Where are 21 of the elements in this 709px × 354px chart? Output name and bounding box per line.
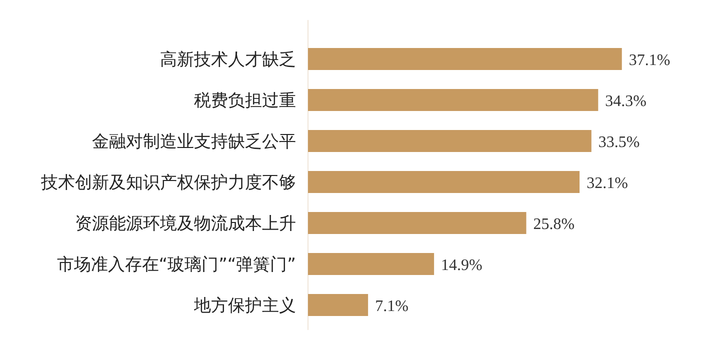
bar xyxy=(308,171,580,193)
bar xyxy=(308,48,622,70)
data-label: 37.1% xyxy=(628,52,670,69)
y-tick-label: 市场准入存在“玻璃门”“弹簧门” xyxy=(56,255,296,275)
y-tick-label: 高新技术人才缺乏 xyxy=(160,50,296,70)
bar xyxy=(308,212,526,234)
y-tick-label: 金融对制造业支持缺乏公平 xyxy=(92,132,296,152)
data-label: 25.8% xyxy=(533,216,575,233)
bar xyxy=(308,253,434,275)
y-tick-label: 技术创新及知识产权保护力度不够 xyxy=(40,173,296,193)
data-label: 34.3% xyxy=(605,93,647,110)
y-tick-label: 税费负担过重 xyxy=(194,91,296,111)
data-label: 7.1% xyxy=(375,298,408,315)
data-label: 33.5% xyxy=(598,134,640,151)
y-tick-label: 资源能源环境及物流成本上升 xyxy=(75,214,296,234)
bar xyxy=(308,294,368,316)
y-tick-label: 地方保护主义 xyxy=(193,296,296,316)
data-label: 32.1% xyxy=(586,175,628,192)
bar xyxy=(308,89,598,111)
bar xyxy=(308,130,592,152)
data-label: 14.9% xyxy=(441,257,482,274)
